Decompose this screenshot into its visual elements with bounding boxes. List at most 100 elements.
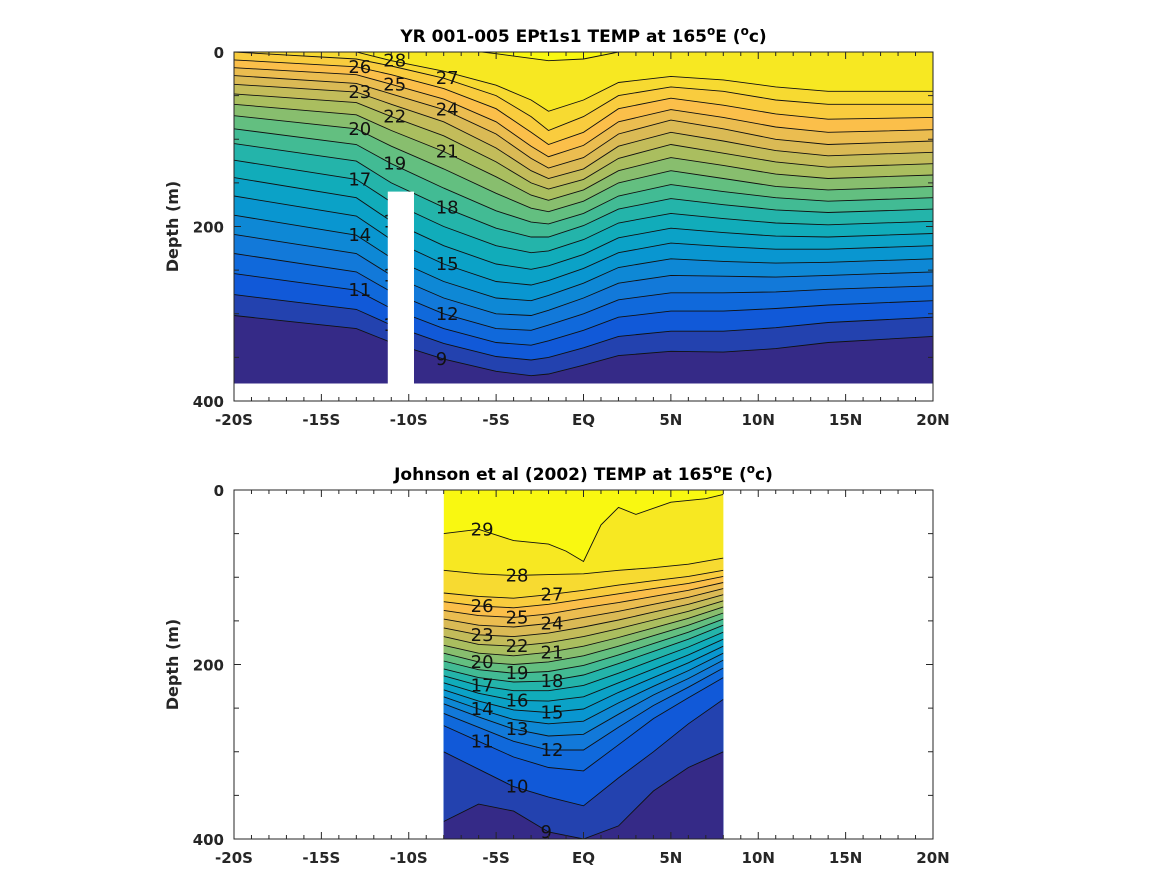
contour-label-23: 23 — [471, 625, 494, 646]
isotherm-21 — [234, 103, 933, 201]
x-tick-label: 5N — [659, 849, 682, 867]
x-tick-label: EQ — [572, 411, 595, 429]
contour-label-21: 21 — [541, 642, 564, 663]
contour-label-22: 22 — [383, 107, 406, 128]
isotherm-19 — [234, 128, 933, 225]
contour-label-23: 23 — [348, 82, 371, 103]
isotherm-23 — [234, 83, 933, 179]
contour-label-16: 16 — [506, 690, 529, 711]
contour-label-19: 19 — [506, 663, 529, 684]
isotherm-17 — [443, 631, 724, 692]
isotherm-14 — [443, 652, 724, 725]
contour-label-11: 11 — [471, 731, 494, 752]
contour-label-28: 28 — [506, 566, 529, 587]
contour-label-22: 22 — [506, 636, 529, 657]
contour-label-26: 26 — [471, 596, 494, 617]
x-tick-label: 10N — [742, 849, 775, 867]
y-axis-label: Depth (m) — [163, 619, 182, 711]
contour-label-15: 15 — [541, 702, 564, 723]
x-tick-label: EQ — [572, 849, 595, 867]
contour-label-25: 25 — [506, 607, 529, 628]
contour-label-21: 21 — [436, 141, 459, 162]
y-tick-label: 200 — [193, 219, 224, 237]
contour-label-29: 29 — [471, 519, 494, 540]
isotherm-28 — [349, 52, 933, 112]
y-tick-label: 0 — [214, 44, 224, 62]
isotherm-16 — [443, 638, 724, 702]
isotherm-11 — [443, 677, 724, 772]
isotherm-19 — [443, 618, 724, 674]
contour-label-20: 20 — [348, 119, 371, 140]
isotherm-9 — [443, 751, 724, 839]
contour-label-9: 9 — [541, 822, 552, 843]
contour-label-10: 10 — [506, 777, 529, 798]
isotherm-18 — [234, 143, 933, 238]
contour-label-13: 13 — [506, 719, 529, 740]
x-tick-label: 10N — [742, 411, 775, 429]
contour-label-14: 14 — [471, 699, 494, 720]
x-tick-label: -5S — [482, 849, 509, 867]
contour-label-18: 18 — [436, 197, 459, 218]
x-tick-label: -20S — [215, 849, 253, 867]
isotherm-18 — [443, 624, 724, 683]
y-tick-label: 400 — [193, 393, 224, 411]
y-tick-label: 400 — [193, 831, 224, 849]
isotherm-20 — [234, 115, 933, 213]
y-tick-label: 200 — [193, 657, 224, 675]
contour-label-29: 29 — [348, 25, 371, 46]
x-tick-label: -20S — [215, 411, 253, 429]
isotherm-24 — [234, 75, 933, 169]
contour-label-12: 12 — [436, 304, 459, 325]
contour-label-11: 11 — [348, 280, 371, 301]
contour-label-14: 14 — [348, 225, 371, 246]
isotherm-24 — [443, 588, 724, 628]
isotherm-25 — [443, 582, 724, 618]
contour-label-27: 27 — [541, 585, 564, 606]
isotherm-26 — [443, 575, 724, 609]
isotherm-10 — [443, 699, 724, 807]
contour-label-25: 25 — [383, 74, 406, 95]
contour-label-24: 24 — [436, 100, 459, 121]
contour-label-28: 28 — [383, 51, 406, 72]
contour-label-26: 26 — [348, 57, 371, 78]
isotherm-29 — [443, 493, 724, 563]
contour-label-24: 24 — [541, 613, 564, 634]
isotherm-20 — [443, 612, 724, 665]
chart-panel-2: 29 28 27 26 25 24 23 22 21 20 19 18 17 16 15 14 13 12 11 10… — [163, 462, 950, 867]
isotherm-23 — [443, 594, 724, 638]
x-tick-label: 5N — [659, 411, 682, 429]
isotherm-15 — [443, 645, 724, 713]
chart-title: YR 001-005 EPt1s1 TEMP at 165oE (oc) — [399, 24, 766, 47]
x-tick-label: -10S — [390, 411, 428, 429]
band-fill-9 — [443, 751, 724, 839]
x-tick-label: 15N — [829, 411, 862, 429]
contour-label-15: 15 — [436, 254, 459, 275]
contour-label-18: 18 — [541, 671, 564, 692]
x-tick-label: 15N — [829, 849, 862, 867]
contour-label-12: 12 — [541, 740, 564, 761]
isotherm-26 — [234, 59, 933, 146]
contour-label-17: 17 — [471, 675, 494, 696]
x-tick-label: -10S — [390, 849, 428, 867]
contour-label-17: 17 — [348, 169, 371, 190]
isotherm-13 — [443, 659, 724, 737]
y-axis-label: Depth (m) — [163, 181, 182, 273]
isotherm-22 — [234, 93, 933, 190]
missing-data-column — [387, 191, 414, 385]
isotherm-22 — [443, 600, 724, 647]
chart-title: Johnson et al (2002) TEMP at 165oE (oc) — [393, 462, 773, 485]
x-tick-label: -5S — [482, 411, 509, 429]
isotherm-28 — [443, 557, 724, 576]
isotherm-12 — [443, 667, 724, 751]
y-tick-label: 0 — [214, 482, 224, 500]
x-tick-label: -15S — [302, 411, 340, 429]
temperature-field: 2928272625242322212019181716151413121110… — [234, 25, 933, 384]
isotherm-29 — [477, 52, 622, 62]
isotherm-27 — [443, 569, 724, 599]
isotherm-27 — [234, 52, 933, 132]
isotherm-25 — [234, 67, 933, 158]
contour-label-27: 27 — [436, 68, 459, 89]
x-tick-label: -15S — [302, 849, 340, 867]
